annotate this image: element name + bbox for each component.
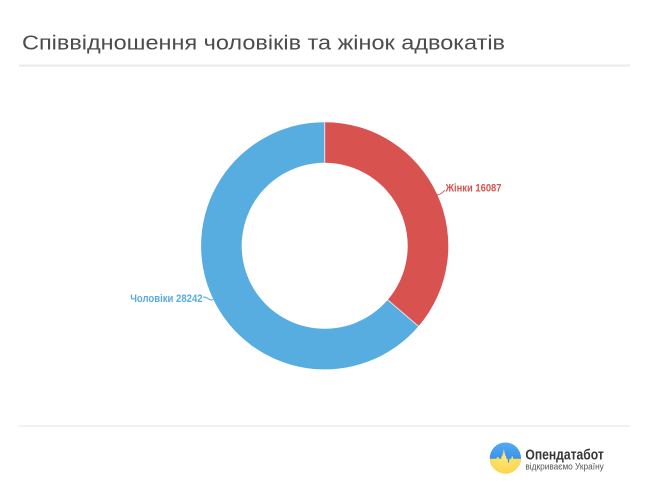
svg-text:Чоловіки 28242: Чоловіки 28242 [130,293,202,305]
svg-text:відкриваємо Україну: відкриваємо Україну [525,461,604,471]
svg-text:Співвідношення чоловіків та жі: Співвідношення чоловіків та жінок адвока… [22,33,505,55]
svg-text:Опендатабот: Опендатабот [525,448,603,464]
svg-text:Жінки 16087: Жінки 16087 [445,183,502,195]
